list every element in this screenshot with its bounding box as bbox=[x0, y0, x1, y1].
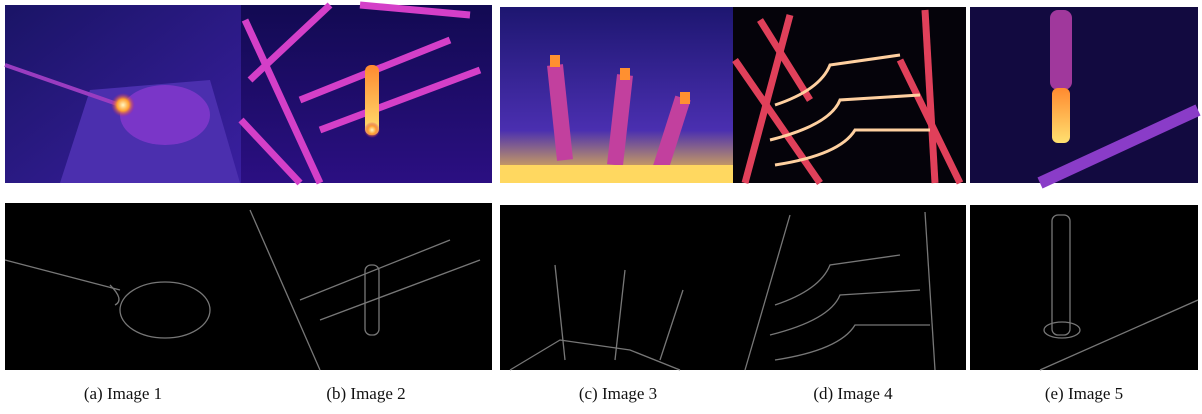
image-grid bbox=[0, 0, 1202, 414]
caption: (e) Image 5 bbox=[964, 384, 1202, 404]
caption: (a) Image 1 bbox=[3, 384, 243, 404]
edge-image bbox=[5, 203, 1198, 370]
thermal-image bbox=[5, 5, 241, 183]
thermal-image bbox=[500, 7, 733, 183]
thermal-image bbox=[733, 7, 966, 183]
figure: (a) Image 1 (b) Image 2 (c) Image 3 (d) … bbox=[0, 0, 1202, 414]
thermal-image bbox=[970, 7, 1198, 183]
caption: (c) Image 3 bbox=[498, 384, 738, 404]
caption: (d) Image 4 bbox=[733, 384, 973, 404]
thermal-image bbox=[241, 5, 492, 183]
caption: (b) Image 2 bbox=[246, 384, 486, 404]
